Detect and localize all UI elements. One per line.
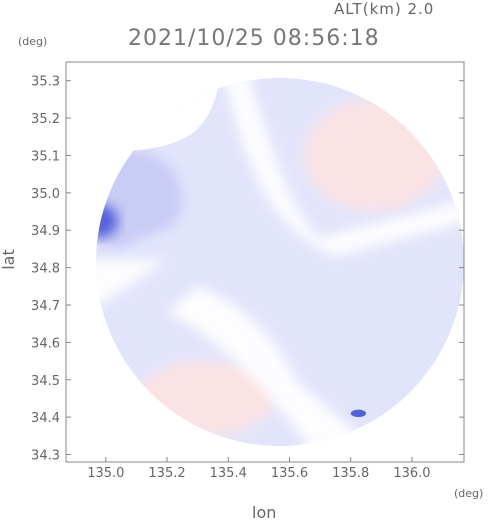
radar-field	[96, 78, 464, 446]
observation-datetime: 2021/10/25 08:56:18	[128, 26, 380, 51]
neutral-band-2	[96, 260, 168, 305]
plot-frame	[65, 61, 465, 463]
region-4	[304, 99, 443, 212]
y-tick-label: 34.9	[31, 224, 60, 239]
region-6	[355, 438, 362, 445]
altitude-label: ALT(km) 2.0	[334, 0, 435, 18]
x-tick-label: 135.2	[148, 466, 185, 481]
neutral-band-0	[222, 78, 464, 257]
region-7	[350, 409, 367, 418]
x-axis-unit: (deg)	[454, 487, 484, 500]
y-tick-label: 35.3	[31, 75, 60, 90]
region-0	[96, 147, 183, 249]
y-tick-label: 34.8	[31, 262, 60, 277]
y-tick-label: 35.0	[31, 187, 60, 202]
region-1	[96, 204, 119, 238]
region-3	[258, 211, 464, 362]
axis-ticks: 135.0 135.2 135.4 135.6 135.8 136.0 34.3 34.4 34…	[31, 75, 464, 481]
x-axis-label: lon	[252, 503, 277, 522]
y-tick-label: 35.1	[31, 149, 60, 164]
y-tick-label: 34.7	[31, 299, 60, 314]
y-tick-label: 34.6	[31, 336, 60, 351]
x-tick-label: 135.8	[332, 466, 369, 481]
y-tick-label: 34.4	[31, 411, 60, 426]
x-tick-label: 135.0	[87, 466, 124, 481]
y-tick-label: 34.5	[31, 374, 60, 389]
y-tick-label: 35.2	[31, 112, 60, 127]
x-tick-label: 135.6	[271, 466, 308, 481]
y-axis-unit: (deg)	[18, 35, 48, 48]
y-tick-label: 34.3	[31, 449, 60, 464]
x-tick-label: 135.4	[210, 466, 247, 481]
x-tick-label: 136.0	[393, 466, 430, 481]
neutral-band-1	[167, 286, 382, 446]
